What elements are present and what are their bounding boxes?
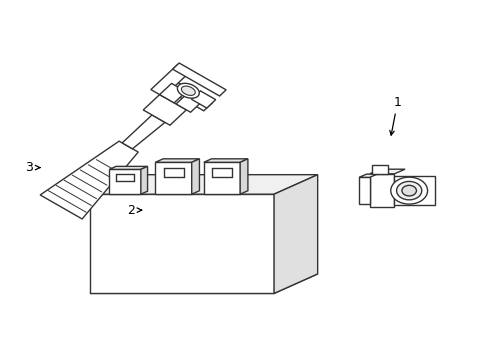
- Polygon shape: [359, 174, 377, 177]
- Polygon shape: [204, 162, 240, 194]
- Polygon shape: [172, 63, 226, 96]
- Polygon shape: [372, 165, 388, 174]
- Text: 2: 2: [127, 204, 142, 217]
- Polygon shape: [155, 162, 192, 194]
- Text: 3: 3: [25, 161, 40, 174]
- Polygon shape: [143, 95, 186, 125]
- Polygon shape: [192, 91, 216, 108]
- Polygon shape: [122, 115, 165, 149]
- Polygon shape: [181, 86, 195, 95]
- Polygon shape: [204, 159, 248, 162]
- Polygon shape: [274, 175, 318, 293]
- Polygon shape: [151, 64, 190, 97]
- Polygon shape: [158, 76, 213, 111]
- Polygon shape: [40, 141, 138, 219]
- Polygon shape: [109, 169, 141, 194]
- Polygon shape: [90, 274, 318, 293]
- Polygon shape: [370, 169, 405, 174]
- Polygon shape: [160, 84, 186, 103]
- Text: 1: 1: [390, 95, 401, 135]
- Polygon shape: [359, 177, 370, 204]
- Polygon shape: [109, 166, 147, 169]
- Polygon shape: [176, 93, 202, 112]
- Polygon shape: [240, 159, 248, 194]
- Circle shape: [396, 181, 422, 200]
- Circle shape: [402, 185, 416, 196]
- Polygon shape: [177, 83, 199, 98]
- Polygon shape: [192, 159, 199, 194]
- Circle shape: [391, 177, 428, 204]
- Polygon shape: [90, 175, 318, 194]
- Polygon shape: [141, 166, 147, 194]
- Polygon shape: [370, 174, 394, 207]
- Polygon shape: [394, 176, 435, 206]
- Polygon shape: [155, 159, 199, 162]
- Polygon shape: [90, 194, 274, 293]
